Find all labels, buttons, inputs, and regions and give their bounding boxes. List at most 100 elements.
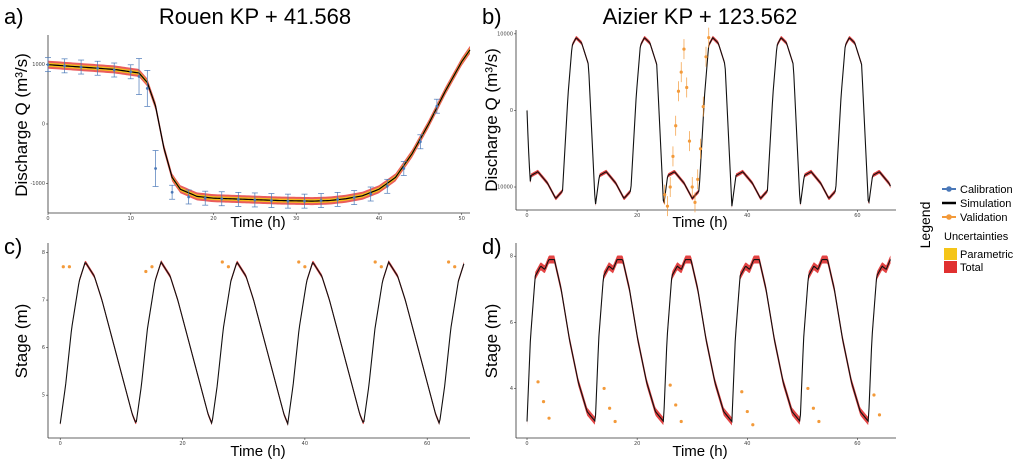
panel-d-ylabel: Stage (m) <box>482 304 501 379</box>
validation-point <box>144 269 148 274</box>
panel-d-x-tick-label: 40 <box>744 441 750 447</box>
validation-point <box>806 386 810 391</box>
panel-c-y-tick-label: 6 <box>42 345 45 351</box>
panel-d-y-tick-label: 8 <box>510 254 513 260</box>
panel-d-letter: d) <box>482 234 502 259</box>
legend-label-calibration: Calibration <box>960 184 1013 196</box>
validation-point <box>693 200 697 204</box>
legend-uncertainty-title: Uncertainties <box>944 231 1009 243</box>
legend-title: Legend <box>917 202 933 249</box>
calibration-point <box>46 63 50 67</box>
calibration-point <box>435 104 439 108</box>
validation-point <box>668 383 672 387</box>
panel-b-x-tick-label: 40 <box>744 213 750 219</box>
validation-point <box>61 265 65 269</box>
legend-item-simulation: Simulation <box>942 198 1011 210</box>
validation-point <box>676 89 681 93</box>
total-swatch-icon <box>944 261 957 273</box>
legend-label-total: Total <box>960 262 983 274</box>
panel-c-x-tick-label: 40 <box>302 441 308 447</box>
validation-point <box>690 185 694 189</box>
simulation-line <box>47 49 471 202</box>
panel-b-y-tick-label: -10000 <box>495 185 513 191</box>
validation-point <box>220 260 224 264</box>
panel-b: b) Aizier KP + 123.562 Time (h) Discharg… <box>482 4 896 231</box>
calibration-point <box>63 64 66 68</box>
panel-c-letter: c) <box>4 234 22 259</box>
validation-point <box>877 413 882 417</box>
calibration-point <box>418 140 422 144</box>
panel-d-xlabel: Time (h) <box>672 443 727 460</box>
validation-point <box>751 423 755 427</box>
calibration-point <box>170 190 174 194</box>
calibration-point <box>253 198 257 202</box>
panel-b-x-tick-label: 0 <box>525 213 528 219</box>
legend: Legend Calibration Simulation Validation… <box>917 184 1014 274</box>
validation-point <box>613 419 617 424</box>
panel-c-ylabel: Stage (m) <box>12 304 31 379</box>
parametric-uncertainty-band <box>48 47 470 204</box>
validation-point <box>453 265 457 269</box>
legend-label-simulation: Simulation <box>960 198 1011 210</box>
calibration-point <box>385 184 389 188</box>
calibration-point <box>319 199 323 202</box>
validation-point <box>536 380 540 384</box>
validation-point <box>698 147 703 151</box>
calibration-point <box>303 199 306 203</box>
legend-item-parametric: Parametric <box>944 248 1014 261</box>
calibration-point <box>79 65 83 69</box>
validation-point <box>696 177 700 181</box>
calibration-point <box>270 199 273 202</box>
validation-point <box>446 260 451 264</box>
validation-point <box>297 260 301 264</box>
validation-point <box>668 185 672 189</box>
simulation-line <box>526 258 891 423</box>
panel-c-xlabel: Time (h) <box>230 443 285 460</box>
validation-point <box>671 154 675 158</box>
calibration-marker-icon <box>946 186 952 192</box>
validation-point <box>872 393 876 397</box>
validation-point <box>811 406 815 410</box>
calibration-point <box>145 87 149 90</box>
total-uncertainty-band <box>60 260 464 426</box>
panel-d-y-tick-label: 4 <box>510 386 513 392</box>
validation-point <box>373 260 377 264</box>
panel-a-letter: a) <box>4 4 24 29</box>
calibration-point <box>336 197 340 201</box>
legend-item-total: Total <box>944 261 983 274</box>
panel-a-y-tick-label: 0 <box>42 122 45 128</box>
calibration-point <box>203 196 207 200</box>
total-uncertainty-band <box>527 255 891 426</box>
panel-c-x-tick-label: 60 <box>424 441 430 447</box>
panel-a-ylabel: Discharge Q (m³/s) <box>12 53 31 197</box>
validation-point <box>685 85 689 90</box>
panel-a-y-tick-label: -1000 <box>30 181 45 187</box>
calibration-point <box>137 75 141 78</box>
validation-point <box>150 265 154 269</box>
panel-c-x-tick-label: 0 <box>59 441 62 447</box>
calibration-point <box>286 199 290 203</box>
calibration-point <box>369 192 373 196</box>
panel-c-y-tick-label: 7 <box>42 298 45 304</box>
panel-d-y-tick-label: 6 <box>510 320 513 326</box>
panel-a-x-tick-label: 20 <box>210 216 216 222</box>
panel-b-letter: b) <box>482 4 502 29</box>
calibration-point <box>402 167 406 170</box>
legend-label-validation: Validation <box>960 212 1008 224</box>
panel-b-title: Aizier KP + 123.562 <box>603 4 798 29</box>
panel-a-x-tick-label: 30 <box>293 216 299 222</box>
panel-c-y-tick-label: 5 <box>42 393 45 399</box>
validation-point <box>707 36 711 40</box>
legend-label-parametric: Parametric <box>960 249 1014 261</box>
validation-point <box>67 265 72 269</box>
validation-point <box>665 204 670 208</box>
panel-b-xlabel: Time (h) <box>672 214 727 231</box>
panel-d: d) Time (h) Stage (m) 0 20 40 60 4 6 8 <box>482 234 896 460</box>
validation-point <box>740 390 744 394</box>
validation-point <box>704 55 708 59</box>
validation-point <box>701 104 705 109</box>
panel-a-x-tick-label: 0 <box>46 216 49 222</box>
validation-point <box>674 403 678 407</box>
validation-marker-icon <box>946 214 952 220</box>
